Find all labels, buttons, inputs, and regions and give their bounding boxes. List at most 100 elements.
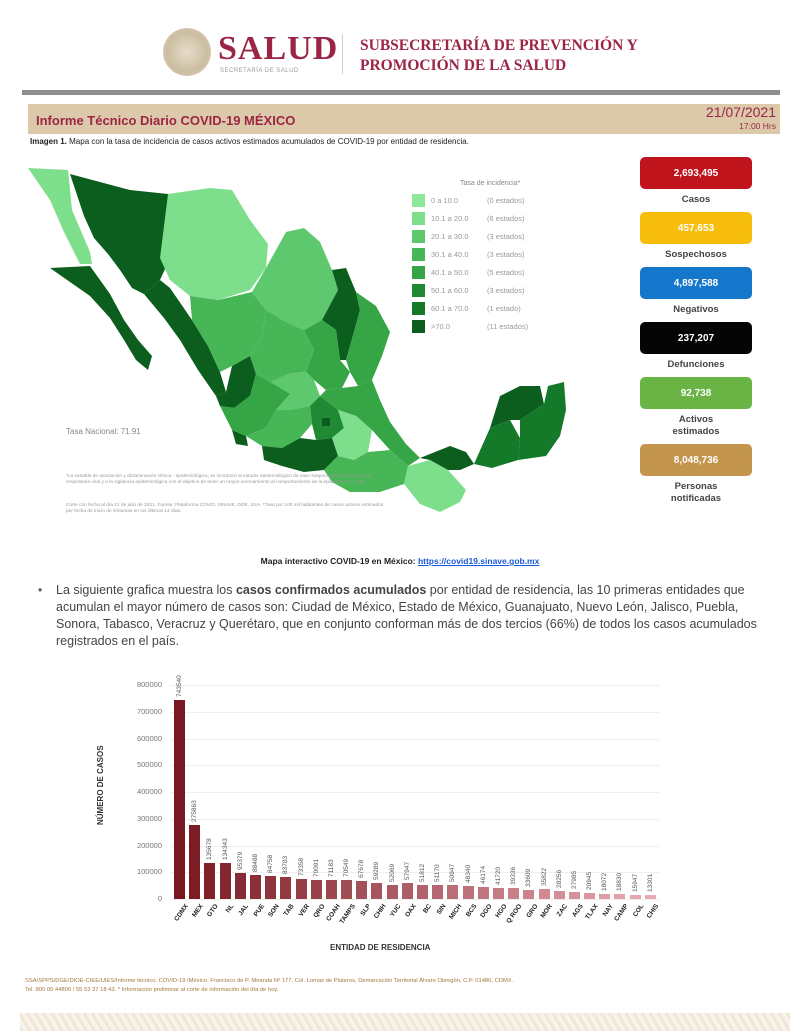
legend-swatch	[412, 319, 425, 333]
interactive-map-label: Mapa interactivo COVID-19 en México:	[260, 556, 418, 566]
x-tick-label: SLP	[358, 903, 372, 918]
bar-mich	[447, 885, 459, 899]
grid-line	[170, 738, 660, 740]
stat-casos: 2,693,495 Casos	[638, 157, 754, 212]
legend-item: 10.1 a 20.0 (6 estados)	[412, 209, 562, 227]
legend-range: 0 a 10.0	[431, 195, 459, 205]
bar-value-label: 51812	[419, 864, 426, 883]
bar-value-label: 88488	[251, 854, 259, 873]
bar-ags	[568, 891, 580, 899]
national-emblem-icon	[163, 28, 211, 76]
stat-sospechosos: 457,653 Sospechosos	[638, 212, 754, 267]
bar-value-label: 41720	[494, 866, 502, 885]
legend-count: (0 estados)	[487, 195, 525, 205]
y-tick-label: 100000	[136, 867, 162, 877]
legend-swatch	[412, 229, 425, 243]
y-tick-label: 700000	[136, 706, 162, 716]
y-tick-label: 300000	[136, 813, 162, 823]
x-tick-label: CAMP	[613, 903, 631, 923]
legend-swatch	[412, 301, 425, 315]
y-tick-label: 200000	[136, 840, 162, 850]
image-caption-text: Mapa con la tasa de incidencia de casos …	[66, 137, 469, 146]
subsecretaria-line1: SUBSECRETARÍA DE PREVENCIÓN Y	[360, 37, 638, 54]
interactive-map-link[interactable]: https://covid19.sinave.gob.mx	[417, 556, 540, 566]
y-tick-label: 0	[157, 894, 162, 903]
legend-swatch	[412, 193, 425, 207]
legend-range: 10.1 a 20.0	[431, 213, 469, 223]
bar-value-label: 51170	[434, 864, 442, 883]
stat-value-box: 2,693,495	[640, 157, 752, 189]
bar-value-label: 20945	[586, 872, 594, 891]
footer-text: SSA/SPPS/DGE/DIOE-CIEE/UIES/Informe técn…	[25, 977, 785, 995]
stat-activos-estimados: 92,738 Activos estimados	[638, 377, 754, 444]
legend-count: (11 estados)	[487, 321, 529, 331]
bar-value-label: 13301	[646, 874, 654, 893]
footer-line-1: SSA/SPPS/DGE/DIOE-CIEE/UIES/Informe técn…	[25, 978, 514, 984]
y-tick-label: 800000	[136, 680, 162, 689]
x-tick-label: CHIS	[645, 903, 661, 920]
stat-value-box: 92,738	[640, 377, 752, 409]
bar-value-label: 71183	[327, 859, 335, 877]
mexico-incidence-map	[20, 160, 620, 540]
y-tick-label: 500000	[136, 760, 162, 770]
x-tick-label: YUC	[388, 903, 403, 919]
legend-range: 50.1 a 60.0	[431, 285, 469, 295]
stat-defunciones: 237,207 Defunciones	[638, 322, 754, 377]
bar-sin	[432, 885, 444, 899]
bar-bc	[417, 885, 428, 899]
bar-value-label: 73358	[297, 858, 305, 877]
bar-value-label: 83703	[282, 855, 290, 874]
bar-value-label: 27985	[570, 870, 578, 889]
bar-col	[629, 894, 641, 899]
legend-item: 40.1 a 50.0 (5 estados)	[412, 263, 562, 281]
stat-label: Negativos	[673, 304, 719, 315]
bar-tamps	[341, 880, 353, 899]
x-tick-label: CDMX	[173, 903, 190, 923]
header-rule	[22, 90, 780, 95]
y-tick-label: 400000	[136, 787, 162, 796]
bar-value-label: 46174	[479, 865, 487, 884]
cases-bar-chart: NÚMERO DE CASOS ENTIDAD DE RESIDENCIA 0 1…	[90, 665, 670, 965]
image-caption: Imagen 1. Mapa con la tasa de incidencia…	[30, 137, 469, 146]
bar-mor	[538, 889, 550, 899]
legend-title: Tasa de incidencia*	[460, 180, 521, 187]
stat-value-box: 8,048,736	[640, 444, 752, 476]
interactive-map-line: Mapa interactivo COVID-19 en México: htt…	[0, 556, 800, 566]
bar-value-label: 134343	[221, 838, 229, 861]
x-tick-label: MEX	[191, 903, 205, 919]
bar-value-label: 39336	[510, 867, 518, 886]
bar-value-label: 743540	[176, 675, 183, 698]
x-tick-label: TLAX	[584, 903, 600, 921]
bar-value-label: 18072	[601, 873, 609, 892]
bar-chih	[371, 883, 383, 899]
legend-item: 50.1 a 60.0 (3 estados)	[412, 281, 562, 299]
legend-range: 20.1 a 30.0	[431, 231, 469, 241]
x-tick-label: SIN	[435, 903, 448, 916]
x-tick-label: NL	[224, 903, 236, 915]
grid-line	[170, 765, 660, 767]
stat-value-box: 457,653	[640, 212, 752, 244]
legend-count: (3 estados)	[487, 249, 525, 259]
bar-cdmx	[174, 700, 185, 899]
report-date: 21/07/2021	[705, 104, 776, 120]
bar-nl	[219, 863, 231, 899]
x-tick-label: JAL	[237, 903, 251, 918]
bar-son	[265, 876, 277, 899]
x-tick-label: PUE	[252, 903, 266, 918]
bar-value-label: 33609	[525, 868, 533, 887]
x-tick-label: AGS	[570, 903, 585, 919]
x-tick-label: MOR	[539, 903, 555, 920]
stats-panel: 2,693,495 Casos 457,653 Sospechosos 4,89…	[638, 157, 754, 511]
bar-camp	[614, 893, 626, 899]
stat-label: Personas notificadas	[670, 481, 722, 504]
report-title: Informe Técnico Diario COVID-19 MÉXICO	[36, 113, 296, 128]
bar-value-label: 59289	[373, 862, 381, 881]
stat-value: 4,897,588	[673, 277, 719, 289]
stat-value-box: 4,897,588	[640, 267, 752, 299]
bar-zac	[553, 891, 565, 899]
bar-oax	[401, 883, 413, 899]
legend-range: 30.1 a 40.0	[431, 249, 469, 259]
bar-value-label: 135678	[206, 838, 214, 860]
grid-line	[170, 711, 660, 713]
bar-value-label: 35822	[540, 868, 548, 887]
